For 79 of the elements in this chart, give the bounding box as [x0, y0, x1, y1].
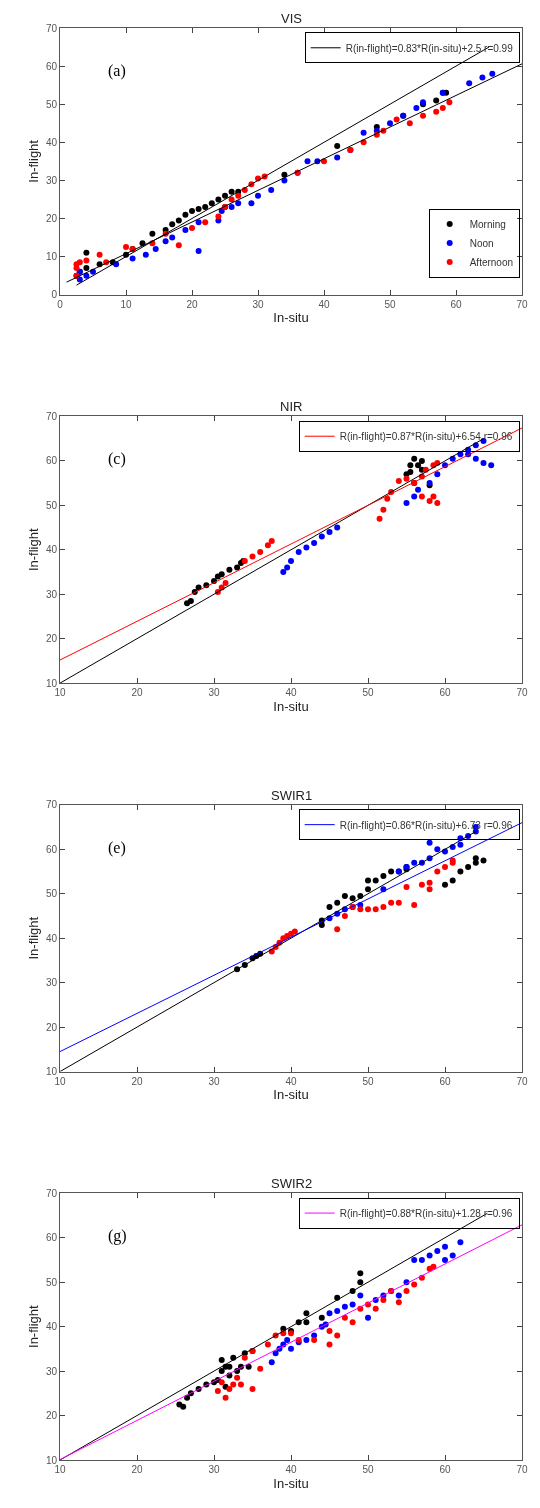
y-tick-label: 20 [45, 633, 58, 645]
annotation: (e) [108, 839, 126, 857]
x-tick-label: 30 [208, 1464, 220, 1475]
x-tick-label: 20 [131, 687, 143, 699]
x-axis-title: In-situ [273, 1087, 309, 1103]
x-tick-label: 70 [516, 1075, 528, 1087]
legend-label: R(in-flight)=0.88*R(in-situ)+1.28 r=0.96 [339, 1207, 513, 1219]
annotation: (a) [108, 62, 126, 80]
x-tick-label: 10 [54, 1075, 66, 1087]
legend-label: R(in-flight)=0.83*R(in-situ)+2.5 r=0.99 [345, 42, 514, 54]
legend-label: Afternoon [469, 256, 514, 268]
chart-title: NIR [280, 399, 303, 414]
y-tick-label: 40 [45, 136, 58, 148]
y-axis-title: In-flight [25, 528, 41, 572]
x-tick-label: 30 [252, 298, 264, 310]
x-tick-label: 50 [362, 1464, 374, 1475]
y-tick-label: 30 [45, 174, 58, 186]
y-tick-label: 0 [51, 289, 58, 301]
x-tick-label: 20 [131, 1464, 143, 1475]
y-tick-label: 10 [45, 1454, 58, 1466]
y-tick-label: 50 [45, 499, 58, 511]
x-tick-label: 60 [439, 1464, 451, 1475]
chart-title: SWIR1 [271, 788, 313, 803]
y-axis-title: In-flight [25, 916, 41, 960]
y-tick-label: 50 [45, 1276, 58, 1288]
y-tick-label: 70 [45, 799, 58, 811]
y-tick-label: 10 [45, 677, 58, 689]
y-tick-label: 60 [45, 455, 58, 467]
y-tick-label: 20 [45, 1021, 58, 1033]
x-tick-label: 50 [384, 298, 396, 310]
y-tick-label: 40 [45, 1321, 58, 1333]
y-tick-label: 10 [45, 251, 58, 263]
x-tick-label: 50 [362, 687, 374, 699]
x-axis-title: In-situ [273, 698, 309, 714]
y-tick-label: 60 [45, 843, 58, 855]
x-tick-label: 10 [54, 1464, 66, 1475]
y-tick-label: 50 [45, 98, 58, 110]
x-tick-label: 70 [516, 1464, 528, 1475]
y-tick-label: 60 [45, 60, 58, 72]
x-axis-title: In-situ [273, 310, 309, 326]
y-tick-label: 60 [45, 1232, 58, 1244]
x-tick-label: 20 [131, 1075, 143, 1087]
y-tick-label: 70 [45, 22, 58, 34]
x-tick-label: 50 [362, 1075, 374, 1087]
y-axis-title: In-flight [25, 139, 41, 183]
annotation: (c) [108, 450, 126, 468]
x-tick-label: 70 [516, 298, 528, 310]
x-tick-label: 40 [285, 1464, 297, 1475]
y-tick-label: 50 [45, 888, 58, 900]
x-tick-label: 40 [318, 298, 330, 310]
x-tick-label: 10 [120, 298, 132, 310]
x-tick-label: 60 [450, 298, 462, 310]
x-tick-label: 30 [208, 1075, 220, 1087]
annotation: (g) [108, 1227, 127, 1245]
y-tick-label: 70 [45, 1187, 58, 1199]
y-tick-label: 30 [45, 977, 58, 989]
x-tick-label: 10 [54, 687, 66, 699]
x-tick-label: 40 [285, 1075, 297, 1087]
x-tick-label: 20 [186, 298, 198, 310]
legend-label: Noon [469, 237, 494, 249]
y-tick-label: 70 [45, 410, 58, 422]
y-tick-label: 30 [45, 588, 58, 600]
x-axis-title: In-situ [273, 1475, 309, 1491]
chart-title: SWIR2 [271, 1176, 313, 1191]
x-tick-label: 60 [439, 1075, 451, 1087]
x-tick-label: 30 [208, 687, 220, 699]
y-tick-label: 40 [45, 932, 58, 944]
legend-label: Morning [469, 218, 506, 230]
y-tick-label: 20 [45, 213, 58, 225]
legend-label: R(in-flight)=0.86*R(in-situ)+6.73 r=0.96 [339, 819, 513, 831]
x-tick-label: 70 [516, 687, 528, 699]
x-tick-label: 60 [439, 687, 451, 699]
x-tick-label: 40 [285, 687, 297, 699]
chart-title: VIS [281, 11, 303, 26]
y-tick-label: 40 [45, 544, 58, 556]
y-axis-title: In-flight [25, 1304, 41, 1348]
y-tick-label: 30 [45, 1365, 58, 1377]
y-tick-label: 10 [45, 1066, 58, 1078]
y-tick-label: 20 [45, 1410, 58, 1422]
